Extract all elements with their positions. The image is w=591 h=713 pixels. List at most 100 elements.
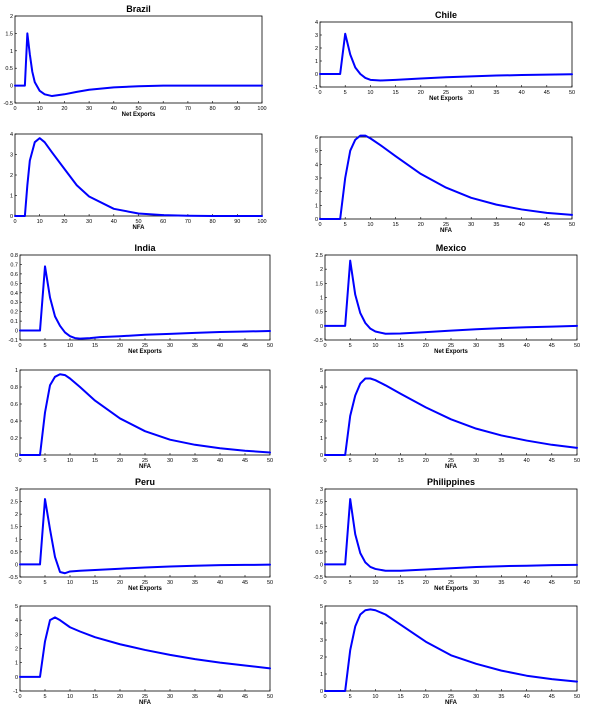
y-tick-label: 1 — [320, 296, 323, 302]
y-tick-label: 1.5 — [315, 281, 323, 287]
x-tick-label: 35 — [493, 222, 499, 228]
x-tick-label: 25 — [443, 222, 449, 228]
y-tick-label: 0 — [15, 562, 18, 568]
x-tick-label: 45 — [242, 694, 248, 700]
y-tick-label: -0.5 — [314, 338, 323, 344]
x-tick-label: 15 — [398, 580, 404, 586]
x-tick-label: 10 — [67, 458, 73, 464]
x-tick-label: 15 — [398, 694, 404, 700]
x-tick-label: 35 — [498, 343, 504, 349]
x-tick-label: 45 — [549, 580, 555, 586]
x-tick-label: 30 — [167, 580, 173, 586]
y-tick-label: -0.5 — [314, 575, 323, 581]
x-tick-label: 30 — [473, 694, 479, 700]
x-tick-label: 5 — [349, 694, 352, 700]
x-tick-label: 100 — [257, 106, 266, 112]
series-line — [319, 134, 573, 220]
x-tick-label: 100 — [257, 219, 266, 225]
x-tick-label: 50 — [267, 694, 273, 700]
x-tick-label: 20 — [61, 106, 67, 112]
x-tick-label: 0 — [323, 580, 326, 586]
x-tick-label: 40 — [111, 106, 117, 112]
y-tick-label: 1.5 — [5, 31, 13, 37]
x-axis-label: Net Exports — [128, 586, 162, 592]
chart-panel-5: 0 5 10 15 20 25 30 35 40 45 50-0.100.10.20.30.40.5… — [9, 243, 274, 355]
x-tick-label: 15 — [393, 90, 399, 96]
x-tick-label: 25 — [448, 458, 454, 464]
x-tick-label: 40 — [524, 694, 530, 700]
y-tick-label: 5 — [320, 368, 323, 374]
series-line — [324, 608, 578, 692]
x-tick-label: 0 — [318, 222, 321, 228]
x-tick-label: 45 — [549, 694, 555, 700]
plot-frame — [19, 369, 271, 456]
x-tick-label: 50 — [267, 458, 273, 464]
y-tick-label: -0.1 — [9, 338, 18, 344]
y-tick-label: 5 — [15, 604, 18, 610]
x-tick-label: 70 — [185, 219, 191, 225]
x-tick-label: 0 — [323, 694, 326, 700]
x-tick-label: 20 — [418, 90, 424, 96]
y-tick-label: 1 — [320, 672, 323, 678]
y-tick-label: 6 — [315, 135, 318, 141]
x-axis-label: NFA — [139, 464, 152, 470]
x-tick-label: 10 — [372, 694, 378, 700]
series-line — [324, 498, 578, 572]
x-tick-label: 10 — [67, 343, 73, 349]
y-tick-label: 0.3 — [10, 300, 18, 306]
x-tick-label: 40 — [524, 343, 530, 349]
x-tick-label: 50 — [574, 458, 580, 464]
y-tick-label: 2.5 — [10, 500, 18, 506]
chart-panel-3: 0 10 20 30 40 50 60 70 80 90 100 0 1 2 3 4 NFA — [10, 132, 267, 231]
x-tick-label: 50 — [574, 580, 580, 586]
y-tick-label: 1.5 — [315, 525, 323, 531]
x-tick-label: 30 — [468, 90, 474, 96]
x-tick-label: 5 — [43, 694, 46, 700]
y-tick-label: 0 — [320, 562, 323, 568]
x-tick-label: 25 — [142, 343, 148, 349]
x-tick-label: 40 — [217, 458, 223, 464]
x-tick-label: 0 — [318, 90, 321, 96]
x-tick-label: 40 — [217, 343, 223, 349]
x-tick-label: 25 — [142, 694, 148, 700]
series-line — [19, 616, 271, 678]
x-tick-label: 40 — [217, 580, 223, 586]
chart-title: Mexico — [436, 243, 467, 253]
x-tick-label: 35 — [493, 90, 499, 96]
x-tick-label: 90 — [234, 106, 240, 112]
x-axis-label: NFA — [445, 464, 458, 470]
y-tick-label: 0.5 — [315, 310, 323, 316]
x-tick-label: 40 — [524, 458, 530, 464]
x-tick-label: 30 — [473, 343, 479, 349]
chart-title: Chile — [435, 10, 457, 20]
y-tick-label: 0 — [315, 72, 318, 78]
x-tick-label: 35 — [498, 580, 504, 586]
y-tick-label: 2 — [320, 512, 323, 518]
x-axis-label: NFA — [133, 225, 146, 231]
x-tick-label: 20 — [117, 458, 123, 464]
x-tick-label: 45 — [242, 458, 248, 464]
x-axis-label: NFA — [440, 228, 453, 234]
x-tick-label: 45 — [544, 222, 550, 228]
y-tick-label: 3 — [15, 487, 18, 493]
x-tick-label: 30 — [473, 580, 479, 586]
chart-panel-6: 0 5 10 15 20 25 30 35 40 45 50-0.500.511.522.5Mexi… — [314, 243, 581, 355]
y-tick-label: 0.8 — [10, 253, 18, 259]
series-line — [19, 265, 271, 340]
y-tick-label: 0.2 — [10, 310, 18, 316]
x-tick-label: 50 — [267, 580, 273, 586]
y-tick-label: 1 — [320, 436, 323, 442]
x-tick-label: 10 — [372, 343, 378, 349]
y-tick-label: 0.4 — [10, 419, 18, 425]
y-tick-label: 0 — [15, 453, 18, 459]
y-tick-label: 2 — [320, 419, 323, 425]
x-tick-label: 50 — [569, 222, 575, 228]
y-tick-label: 5 — [320, 604, 323, 610]
x-tick-label: 25 — [142, 458, 148, 464]
y-tick-label: 0.6 — [10, 272, 18, 278]
y-tick-label: 2 — [320, 267, 323, 273]
x-tick-label: 50 — [267, 343, 273, 349]
